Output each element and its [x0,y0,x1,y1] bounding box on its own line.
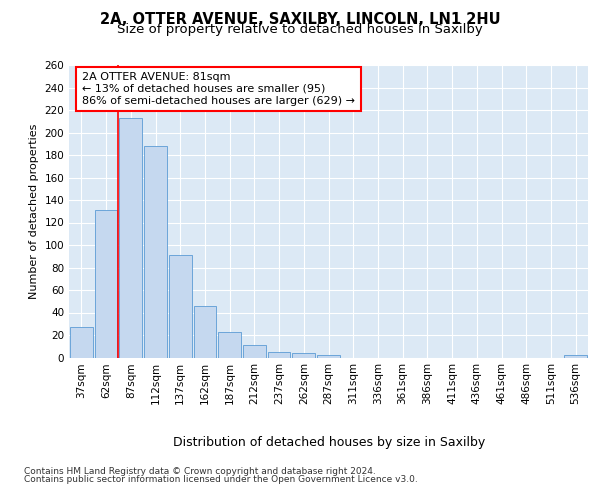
Bar [70,327,93,358]
Bar [144,146,167,358]
Text: Contains public sector information licensed under the Open Government Licence v3: Contains public sector information licen… [24,476,418,484]
Text: Distribution of detached houses by size in Saxilby: Distribution of detached houses by size … [173,436,485,449]
Bar [169,255,191,358]
Text: Size of property relative to detached houses in Saxilby: Size of property relative to detached ho… [117,24,483,36]
Text: 2A OTTER AVENUE: 81sqm
← 13% of detached houses are smaller (95)
86% of semi-det: 2A OTTER AVENUE: 81sqm ← 13% of detached… [82,72,355,106]
Bar [194,306,216,358]
Bar [95,210,118,358]
Bar [317,355,340,358]
Bar [218,332,241,357]
Bar [564,355,587,358]
Bar [292,353,315,358]
Bar [243,345,266,358]
Y-axis label: Number of detached properties: Number of detached properties [29,124,39,299]
Bar [268,352,290,358]
Text: 2A, OTTER AVENUE, SAXILBY, LINCOLN, LN1 2HU: 2A, OTTER AVENUE, SAXILBY, LINCOLN, LN1 … [100,12,500,26]
Text: Contains HM Land Registry data © Crown copyright and database right 2024.: Contains HM Land Registry data © Crown c… [24,466,376,475]
Bar [119,118,142,358]
